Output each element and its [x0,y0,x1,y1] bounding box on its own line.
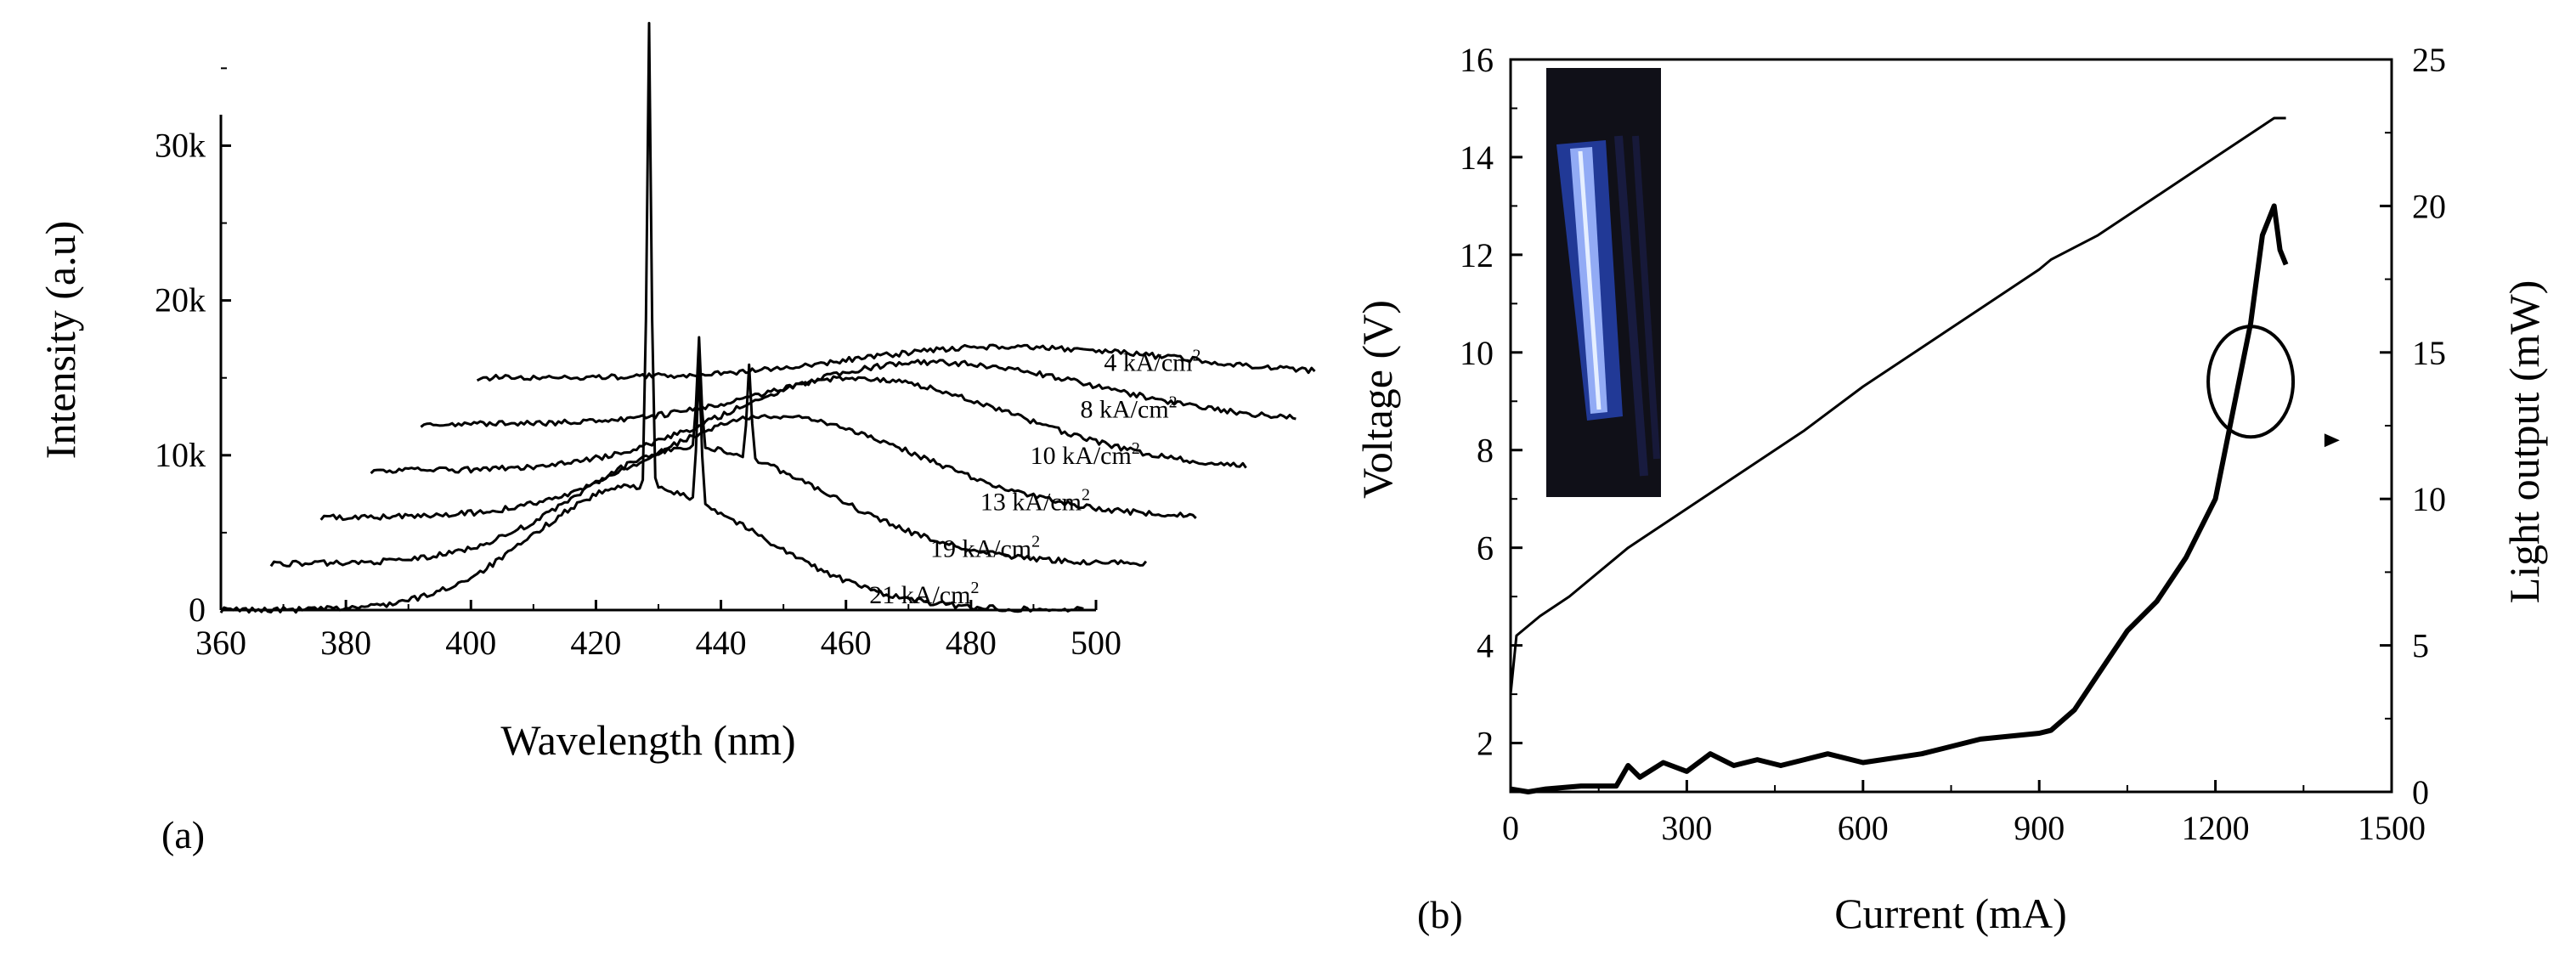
panel-a-spectrum-curve [370,375,1247,475]
panel-a-series-label-superscript: 2 [1192,347,1200,365]
panel-a-series-label: 8 kA/cm2 [1081,393,1178,423]
panel-b-x-tick-label: 1200 [2182,809,2250,847]
panel-b-left-y-axis-label: Voltage (V) [1353,300,1401,499]
panel-a-series-label: 4 kA/cm2 [1104,347,1200,377]
panel-b-left-y-tick-label: 8 [1477,432,1494,470]
panel-b-right-y-tick-label: 5 [2412,627,2429,665]
panel-b-highlight-ellipse [2206,325,2296,439]
panel-b-light-output-curve [1510,203,2289,794]
panel-a-spectrum-curve [269,336,1148,568]
panel-a-x-axis-label: Wavelength (nm) [500,716,795,764]
panel-a-y-axis-label: Intensity (a.u) [37,221,84,459]
panel-b-left-y-tick-label: 4 [1477,627,1494,665]
panel-a-series-label-superscript: 2 [1169,393,1178,411]
panel-b-right-y-tick-label: 0 [2412,773,2429,811]
panel-b-x-ticks: 0 300 600 900 1200 1500 [1502,780,2426,847]
panel-a-spectrum-curve [420,359,1296,428]
inset-dark-stripe-1 [1614,135,1648,477]
inset-laser-core [1578,150,1602,410]
panel-b-voltage-curve [1509,116,2286,695]
panel-b-x-tick-label: 900 [2014,809,2065,847]
panel-b-x-tick-label: 0 [1502,809,1519,847]
panel-b-right-y-axis-label: Light output (mW) [2500,280,2548,604]
panel-a-series-label-superscript: 2 [1082,486,1090,505]
panel-b-left-y-tick-label: 16 [1460,41,1494,79]
panel-a-spectrum-curve [319,414,1197,522]
panel-a-series-label: 13 kA/cm2 [980,486,1090,517]
panel-b-left-y-tick-label: 12 [1460,236,1494,274]
panel-a-curves [219,21,1316,614]
panel-a-x-tick-label: 480 [946,624,997,662]
panel-a-spectrum-curve [219,21,1084,614]
panel-a-series-labels: 21 kA/cm2 19 kA/cm2 13 kA/cm2 10 kA/cm2 8 kA… [869,347,1200,609]
inset-photo [1546,68,1661,497]
panel-b-label: (b) [1417,893,1463,936]
panel-a-series-label: 21 kA/cm2 [869,579,979,609]
panel-a-y-tick-label: 30k [155,126,206,164]
panel-b-x-tick-label: 300 [1661,809,1712,847]
panel-a-series-label: 19 kA/cm2 [930,532,1040,562]
panel-a-y-tick-label: 0 [189,591,206,629]
panel-b-left-y-tick-label: 14 [1460,138,1494,177]
panel-b-right-y-ticks: 0 5 10 15 20 25 [2380,41,2446,811]
panel-b-right-y-tick-label: 25 [2412,41,2446,79]
panel-b-x-axis-label: Current (mA) [1834,890,2067,937]
panel-b-curves [1509,116,2289,794]
panel-b-iv-light-chart: 0 300 600 900 1200 1500 2 4 6 8 10 12 14 16 0 5 10 15 20… [1353,41,2548,937]
panel-a-x-ticks: 360 380 400 420 440 460 480 500 [195,600,1121,662]
panel-b-left-y-tick-label: 6 [1477,529,1494,568]
panel-a-y-tick-label: 20k [155,281,206,319]
panel-a-y-tick-label: 10k [155,436,206,474]
panel-a-spectra-chart: 360 380 400 420 440 460 480 500 0 10k 20k 30k 21 k… [37,21,1316,856]
panel-a-spectrum-curve [476,343,1316,382]
panel-b-left-y-tick-label: 10 [1460,334,1494,372]
panel-b-x-tick-label: 1500 [2358,809,2426,847]
panel-a-label: (a) [161,813,205,856]
panel-b-right-y-tick-label: 15 [2412,334,2446,372]
panel-a-series-label: 10 kA/cm2 [1031,439,1140,470]
panel-a-series-label-superscript: 2 [1031,532,1040,551]
panel-b-right-y-tick-label: 10 [2412,480,2446,518]
panel-a-x-tick-label: 380 [320,624,371,662]
panel-a-x-tick-label: 360 [195,624,246,662]
panel-a-x-tick-label: 460 [821,624,872,662]
panel-b-right-y-tick-label: 20 [2412,187,2446,225]
panel-b-arrow-marker [2324,433,2340,448]
inset-dark-stripe-2 [1632,135,1660,460]
panel-b-left-y-ticks: 2 4 6 8 10 12 14 16 [1460,41,1522,763]
panel-a-series-label-superscript: 2 [1132,439,1140,458]
panel-a-x-tick-label: 400 [445,624,496,662]
panel-a-x-tick-label: 440 [696,624,747,662]
panel-a-x-tick-label: 500 [1071,624,1121,662]
panel-b-x-tick-label: 600 [1838,809,1889,847]
panel-a-series-label-superscript: 2 [970,579,979,597]
panel-a-y-ticks: 0 10k 20k 30k [155,67,231,629]
panel-a-x-tick-label: 420 [570,624,621,662]
panel-b-left-y-tick-label: 2 [1477,725,1494,763]
